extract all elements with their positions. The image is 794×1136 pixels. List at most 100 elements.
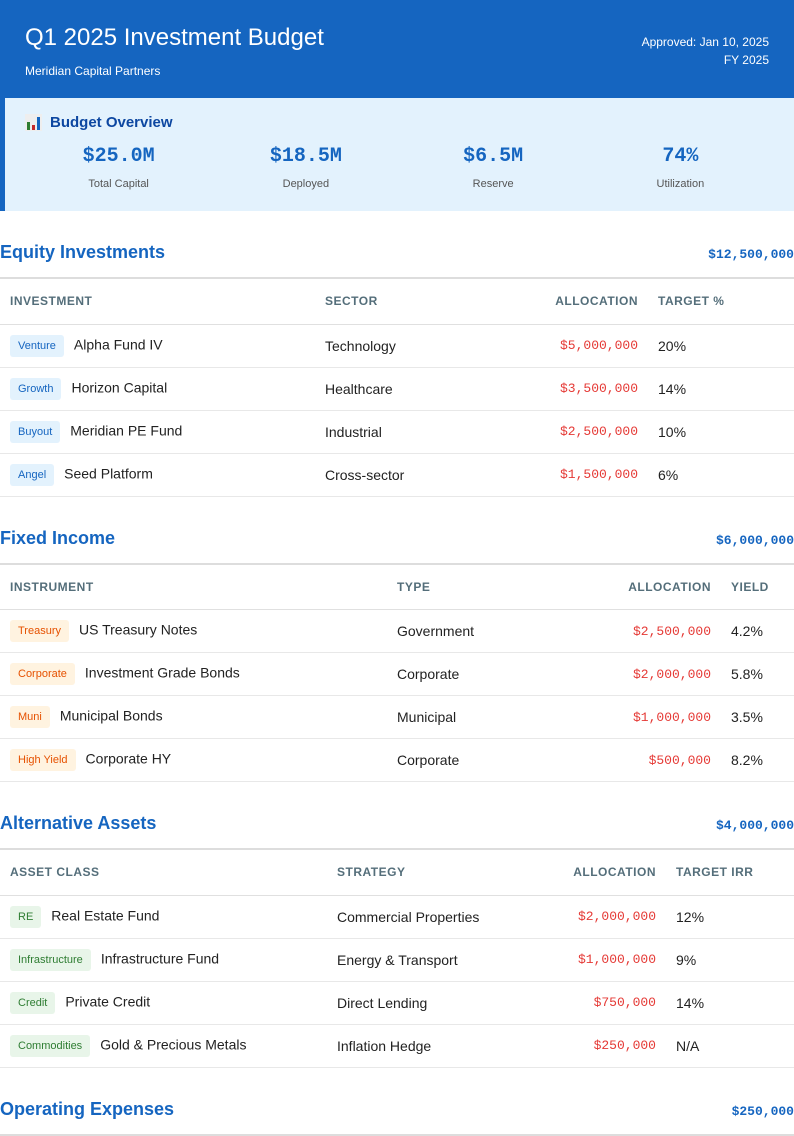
item-name: Municipal Bonds <box>59 707 163 724</box>
item-category: Government <box>387 609 617 653</box>
table-row: Buyout Meridian PE Fund Industrial $2,500,0… <box>0 410 794 454</box>
table-row: Growth Horizon Capital Healthcare $3,500,00… <box>0 367 794 411</box>
category-badge: Buyout <box>10 420 61 443</box>
item-category: Corporate <box>387 738 617 782</box>
item-target: 3.5% <box>721 695 794 739</box>
category-badge: Credit <box>10 991 56 1014</box>
table-row: High Yield Corporate HY Corporate $500,000 8… <box>0 738 794 782</box>
section-operating-expenses: Operating Expenses $250,000 <box>0 1098 794 1136</box>
item-name: Real Estate Fund <box>51 907 160 924</box>
stat-utilization: 74% Utilization <box>587 145 774 190</box>
item-allocation: $1,500,000 <box>545 453 648 497</box>
item-name: Seed Platform <box>64 465 153 482</box>
item-name: Infrastructure Fund <box>100 950 220 967</box>
column-header: INSTRUMENT <box>0 564 387 610</box>
column-header: ALLOCATION <box>557 850 666 896</box>
stat-total-capital: $25.0M Total Capital <box>25 145 212 190</box>
section-fixed-income: Fixed Income $6,000,000 INSTRUMENT TYPE ALLO… <box>0 527 794 782</box>
item-category: Corporate <box>387 652 617 696</box>
company-name: Meridian Capital Partners <box>25 64 161 78</box>
table-row: Corporate Investment Grade Bonds Corporate… <box>0 652 794 696</box>
category-badge: Treasury <box>10 620 69 642</box>
item-allocation: $2,000,000 <box>617 652 721 696</box>
item-category: Cross-sector <box>315 453 545 497</box>
section-total: $250,000 <box>731 1103 794 1119</box>
item-name: Corporate HY <box>85 750 172 767</box>
stat-value: 74% <box>662 145 699 168</box>
item-target: 14% <box>648 367 794 411</box>
category-badge: Commodities <box>10 1034 91 1057</box>
column-header: TARGET IRR <box>666 850 794 896</box>
header-meta: Approved: Jan 10, 2025 FY 2025 <box>642 33 769 69</box>
section-title: Equity Investments <box>0 242 166 262</box>
item-category: Industrial <box>315 410 545 454</box>
section-table: INSTRUMENT TYPE ALLOCATION YIELD Treasury US … <box>0 564 794 782</box>
column-header: TARGET % <box>648 279 794 325</box>
item-name: Horizon Capital <box>71 379 168 396</box>
table-row: Venture Alpha Fund IV Technology $5,000,000… <box>0 324 794 368</box>
item-allocation: $1,000,000 <box>617 695 721 739</box>
item-target: 5.8% <box>721 652 794 696</box>
page-title: Q1 2025 Investment Budget <box>25 24 324 51</box>
item-allocation: $5,000,000 <box>545 324 648 368</box>
table-row: RE Real Estate Fund Commercial Properties $… <box>0 895 794 939</box>
category-badge: Muni <box>10 706 50 728</box>
column-header: STRATEGY <box>327 850 557 896</box>
item-allocation: $2,000,000 <box>557 895 666 939</box>
category-badge: Infrastructure <box>10 948 91 971</box>
section-table: INVESTMENT SECTOR ALLOCATION TARGET % Ventur… <box>0 279 794 497</box>
item-name: Meridian PE Fund <box>70 422 183 439</box>
item-name: Investment Grade Bonds <box>84 664 240 681</box>
section-alternative-assets: Alternative Assets $4,000,000 ASSET CLASS S… <box>0 812 794 1068</box>
bar-chart-icon <box>25 114 42 131</box>
section-table: ASSET CLASS STRATEGY ALLOCATION TARGET IRR R… <box>0 850 794 1068</box>
item-target: N/A <box>666 1024 794 1068</box>
item-target: 10% <box>648 410 794 454</box>
item-category: Technology <box>315 324 545 368</box>
item-target: 14% <box>666 981 794 1025</box>
approved-date: Approved: Jan 10, 2025 <box>641 35 769 49</box>
item-allocation: $1,000,000 <box>557 938 666 982</box>
section-total: $4,000,000 <box>715 818 794 833</box>
item-category: Healthcare <box>315 367 545 411</box>
section-title: Alternative Assets <box>0 813 157 833</box>
item-target: 12% <box>666 895 794 939</box>
overview-title: Budget Overview <box>50 114 173 131</box>
category-badge: Growth <box>10 377 62 400</box>
stat-value: $25.0M <box>82 145 155 168</box>
item-category: Direct Lending <box>327 981 557 1025</box>
stat-value: $18.5M <box>269 145 342 168</box>
item-name: Gold & Precious Metals <box>100 1036 247 1053</box>
section-total: $6,000,000 <box>715 532 794 548</box>
section-total: $12,500,000 <box>708 247 794 262</box>
category-badge: Corporate <box>10 663 75 685</box>
item-category: Commercial Properties <box>327 895 557 939</box>
item-target: 6% <box>648 453 794 497</box>
budget-overview: Budget Overview $25.0M Total Capital $18.5… <box>0 98 794 211</box>
stat-deployed: $18.5M Deployed <box>212 145 399 190</box>
stat-label: Utilization <box>656 178 705 190</box>
item-target: 20% <box>648 324 794 368</box>
table-row: Credit Private Credit Direct Lending $750,0… <box>0 981 794 1025</box>
category-badge: Angel <box>10 463 55 486</box>
item-target: 4.2% <box>721 609 794 653</box>
page-header: Q1 2025 Investment Budget Meridian Capit… <box>0 0 794 98</box>
item-name: Private Credit <box>65 993 151 1010</box>
table-row: Commodities Gold & Precious Metals Inflati… <box>0 1024 794 1068</box>
table-row: Infrastructure Infrastructure Fund Energy … <box>0 938 794 982</box>
item-name: Alpha Fund IV <box>73 336 163 353</box>
stat-label: Reserve <box>472 178 514 190</box>
stat-label: Deployed <box>282 178 330 190</box>
item-allocation: $500,000 <box>617 738 721 782</box>
table-row: Muni Municipal Bonds Municipal $1,000,000 3.… <box>0 695 794 739</box>
table-row: Treasury US Treasury Notes Government $2,50… <box>0 609 794 653</box>
item-allocation: $3,500,000 <box>545 367 648 411</box>
item-allocation: $2,500,000 <box>617 609 721 653</box>
section-title: Fixed Income <box>0 527 116 548</box>
item-category: Energy & Transport <box>327 938 557 982</box>
column-header: ASSET CLASS <box>0 850 327 896</box>
column-header: ALLOCATION <box>545 279 648 325</box>
item-target: 8.2% <box>721 738 794 782</box>
item-category: Inflation Hedge <box>327 1024 557 1068</box>
section-title: Operating Expenses <box>0 1098 175 1119</box>
